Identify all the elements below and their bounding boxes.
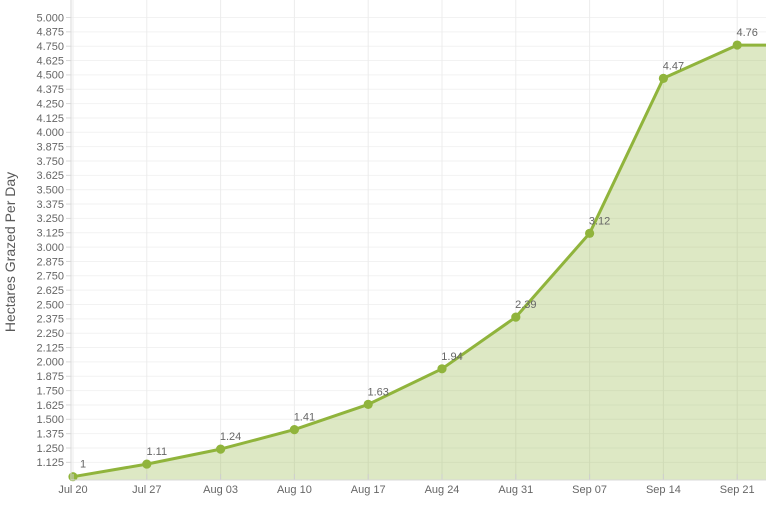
y-tick-label: 2.125: [36, 342, 64, 354]
y-tick-label: 3.250: [36, 213, 64, 225]
point-label: 3.12: [589, 215, 610, 227]
data-point-marker[interactable]: [289, 425, 299, 435]
y-tick-label: 2.000: [36, 357, 64, 369]
x-tick-label: Aug 17: [351, 484, 386, 496]
y-tick-label: 4.250: [36, 98, 64, 110]
point-label: 1.41: [294, 412, 315, 424]
point-label: 1.24: [220, 431, 241, 443]
data-point-marker[interactable]: [658, 73, 669, 83]
y-tick-label: 4.375: [36, 84, 64, 96]
y-tick-label: 1.250: [36, 443, 64, 455]
point-label: 2.39: [515, 299, 536, 311]
x-tick-label: Sep 21: [720, 484, 755, 496]
y-tick-label: 4.000: [36, 127, 64, 139]
y-tick-label: 1.875: [36, 371, 64, 383]
x-tick-label: Jul 27: [132, 484, 161, 496]
y-tick-label: 1.625: [36, 400, 64, 412]
y-tick-label: 3.625: [36, 170, 64, 182]
y-tick-label: 4.625: [36, 55, 64, 67]
data-point-marker[interactable]: [437, 364, 447, 374]
y-tick-label: 3.750: [36, 156, 64, 168]
x-tick-label: Aug 03: [203, 484, 238, 496]
y-tick-label: 2.500: [36, 299, 64, 311]
data-point-marker[interactable]: [142, 459, 152, 469]
x-tick-label: Aug 10: [277, 484, 312, 496]
y-tick-label: 2.750: [36, 271, 64, 283]
data-point-marker[interactable]: [363, 399, 373, 409]
y-tick-label: 1.125: [36, 457, 64, 469]
point-label: 4.76: [736, 27, 757, 39]
axis-layer: [66, 0, 766, 481]
point-label: 1.11: [147, 446, 168, 458]
point-label: 4.47: [663, 60, 684, 72]
x-tick-label: Jul 20: [58, 484, 87, 496]
data-point-marker[interactable]: [511, 312, 521, 322]
y-tick-label: 1.500: [36, 414, 64, 426]
y-axis-title: Hectares Grazed Per Day: [2, 172, 18, 332]
area-fill: [73, 45, 766, 480]
point-label: 1.94: [441, 351, 462, 363]
y-tick-label: 3.000: [36, 242, 64, 254]
y-tick-label: 4.125: [36, 113, 64, 125]
y-tick-label: 3.500: [36, 185, 64, 197]
x-tick-label: Aug 31: [498, 484, 533, 496]
grid-layer: [71, 0, 766, 480]
y-tick-label: 3.125: [36, 228, 64, 240]
y-tick-label: 5.000: [36, 12, 64, 24]
y-tick-label: 4.875: [36, 27, 64, 39]
x-tick-label: Sep 07: [572, 484, 607, 496]
y-tick-label: 2.250: [36, 328, 64, 340]
y-tick-label: 2.875: [36, 256, 64, 268]
y-tick-label: 2.375: [36, 314, 64, 326]
y-tick-label: 4.750: [36, 41, 64, 53]
y-tick-label: 4.500: [36, 70, 64, 82]
y-tick-label: 1.750: [36, 385, 64, 397]
y-tick-label: 3.375: [36, 199, 64, 211]
x-tick-label: Sep 14: [646, 484, 681, 496]
y-tick-label: 1.375: [36, 428, 64, 440]
label-layer: 5.000 4.875 4.750 4.625 4.500 4.375 4.250 4.125…: [36, 12, 757, 496]
data-point-marker[interactable]: [732, 40, 742, 50]
data-point-marker[interactable]: [585, 228, 595, 238]
point-label: 1: [80, 459, 86, 471]
x-tick-label: Aug 24: [425, 484, 460, 496]
series-layer: [68, 40, 766, 482]
point-label: 1.63: [367, 386, 388, 398]
y-tick-label: 3.875: [36, 141, 64, 153]
y-tick-label: 2.625: [36, 285, 64, 297]
data-point-marker[interactable]: [216, 444, 226, 454]
